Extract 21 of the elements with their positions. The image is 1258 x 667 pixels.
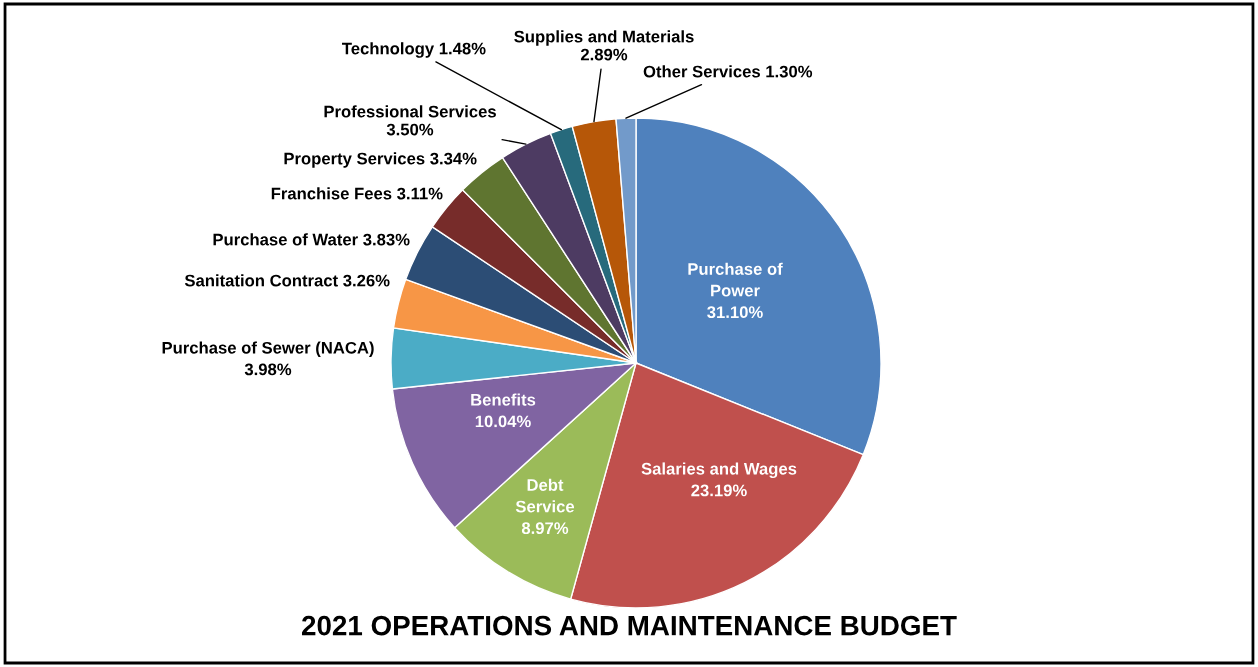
data-label: 3.50% [386, 123, 434, 136]
text: 2021 OPERATIONS AND MAINTENANCE BUDGET [301, 615, 957, 636]
data-label: 2.89% [580, 48, 628, 61]
slice-label: Other Services 1.30% [643, 65, 813, 78]
slice-label: Sanitation Contract 3.26% [184, 274, 390, 287]
data-label: 3.98% [244, 363, 292, 376]
slice-label: Purchase of Power [688, 262, 783, 297]
slice-label: Supplies and Materials [514, 30, 694, 46]
slice-label: Salaries and Wages [641, 462, 797, 479]
data-label: 8.97% [521, 522, 569, 535]
data-label: 31.10% [707, 306, 763, 319]
slice-label: Purchase of Water 3.83% [213, 233, 410, 246]
data-label: 10.04% [475, 415, 531, 428]
slice-label: Franchise Fees 3.11% [271, 187, 443, 200]
slice-label: Professional Services [324, 105, 496, 118]
data-label: 23.19% [691, 484, 747, 497]
slice-label: Benefits [471, 393, 536, 406]
slice-label: Purchase of Sewer (NACA) [162, 341, 374, 357]
slice-label: Property Services 3.34% [284, 152, 477, 168]
slice-label: Debt Service [515, 478, 575, 513]
slice-label: Technology 1.48% [342, 42, 486, 58]
